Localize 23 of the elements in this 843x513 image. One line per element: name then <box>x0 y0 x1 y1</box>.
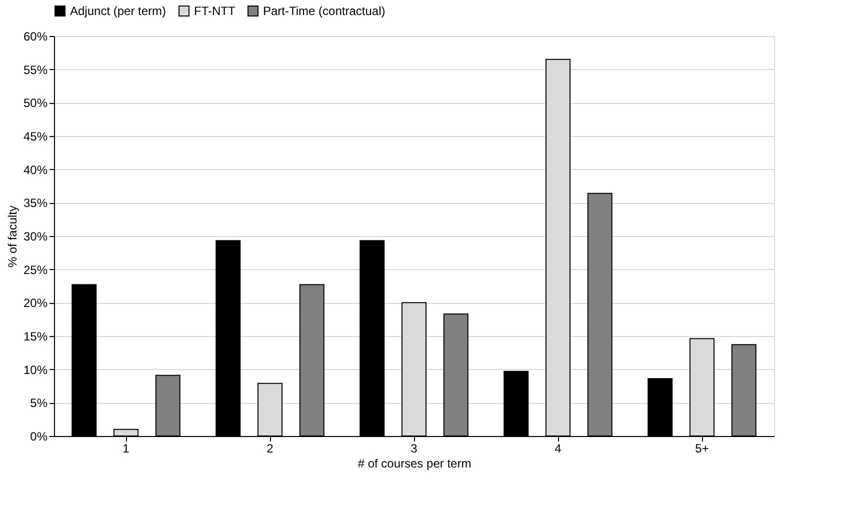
y-tick-label: 15% <box>23 330 48 344</box>
y-tick-label: 60% <box>23 30 48 44</box>
y-tick-label: 5% <box>30 396 48 410</box>
y-tick-label: 10% <box>23 362 48 377</box>
x-tick-label: 3 <box>410 442 418 456</box>
x-tick-label: 4 <box>554 442 562 456</box>
y-tick-label: 55% <box>23 62 48 77</box>
legend-label: Adjunct (per term) <box>70 4 166 18</box>
x-axis-title: # of courses per term <box>358 456 472 470</box>
x-tick-label: 1 <box>122 442 130 456</box>
y-tick-label: 25% <box>23 262 48 277</box>
y-axis-title: % of faculty <box>5 205 20 268</box>
x-tick-label: 2 <box>266 442 274 456</box>
y-tick-label: 40% <box>23 162 48 177</box>
x-tick-label: 5+ <box>695 442 709 456</box>
legend-label: Part-Time (contractual) <box>263 4 386 18</box>
y-tick-label: 35% <box>23 196 48 210</box>
legend-label: FT-NTT <box>194 4 236 18</box>
y-tick-label: 20% <box>23 296 48 310</box>
y-tick-label: 45% <box>23 130 48 144</box>
y-tick-label: 30% <box>23 230 48 244</box>
y-tick-label: 0% <box>30 430 48 444</box>
y-tick-label: 50% <box>23 96 48 110</box>
